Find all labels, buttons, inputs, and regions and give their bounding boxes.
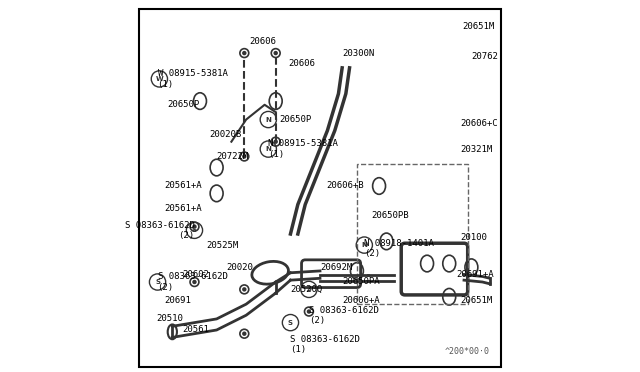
Text: 20561+A: 20561+A [164, 182, 202, 190]
Text: 20606+B: 20606+B [326, 182, 364, 190]
Circle shape [242, 331, 246, 336]
Text: N: N [362, 242, 367, 248]
Text: 20020: 20020 [227, 263, 253, 272]
Text: 20561+A: 20561+A [164, 203, 202, 213]
Text: 20606: 20606 [250, 37, 276, 46]
Text: W 08915-5381A
(1): W 08915-5381A (1) [157, 69, 227, 89]
Text: 20510: 20510 [157, 314, 184, 323]
Text: 20606: 20606 [289, 59, 316, 68]
Text: 20520Q: 20520Q [291, 285, 323, 294]
Text: S: S [307, 286, 312, 292]
Text: S: S [155, 279, 160, 285]
Text: 20762: 20762 [472, 52, 499, 61]
Text: 20691: 20691 [164, 296, 191, 305]
Text: 20561: 20561 [182, 326, 209, 334]
Text: S: S [192, 227, 197, 233]
Circle shape [242, 287, 246, 292]
Text: 20722M: 20722M [216, 152, 249, 161]
Circle shape [192, 224, 196, 229]
Text: 20606+A: 20606+A [342, 296, 380, 305]
Text: S 08363-6162D
(2): S 08363-6162D (2) [309, 305, 379, 325]
Text: 20691+A: 20691+A [456, 270, 494, 279]
Circle shape [307, 310, 311, 314]
Text: 20606+C: 20606+C [460, 119, 498, 128]
Text: N 08918-1401A
(2): N 08918-1401A (2) [364, 239, 434, 259]
Text: 20321M: 20321M [460, 145, 493, 154]
Text: 20602: 20602 [182, 270, 209, 279]
Circle shape [273, 140, 278, 144]
Bar [357, 164, 468, 304]
Text: 20020B: 20020B [209, 130, 241, 139]
Text: 20651M: 20651M [463, 22, 495, 31]
Circle shape [273, 51, 278, 55]
Text: 20650P: 20650P [280, 115, 312, 124]
Text: S 08363-6162D
(1): S 08363-6162D (1) [291, 335, 360, 355]
Text: 20300N: 20300N [342, 49, 374, 58]
Text: 20692M: 20692M [320, 263, 352, 272]
Text: 20650P: 20650P [168, 100, 200, 109]
Text: 20100: 20100 [460, 233, 487, 242]
Text: N 08915-5381A
(1): N 08915-5381A (1) [268, 140, 338, 159]
Text: ^200*00·0: ^200*00·0 [445, 347, 490, 356]
Text: N: N [266, 146, 271, 152]
Text: 20651M: 20651M [460, 296, 493, 305]
Text: 20650PB: 20650PB [372, 211, 410, 220]
Text: 20525M: 20525M [207, 241, 239, 250]
Text: S: S [288, 320, 293, 326]
Circle shape [242, 51, 246, 55]
Text: N: N [266, 116, 271, 122]
Circle shape [242, 154, 246, 159]
Text: 20650PA: 20650PA [342, 278, 380, 286]
Text: S 08363-6162D
(2): S 08363-6162D (2) [157, 272, 227, 292]
Text: S 08363-6162D
(2): S 08363-6162D (2) [125, 221, 195, 240]
Circle shape [192, 280, 196, 284]
Text: W: W [156, 76, 163, 82]
